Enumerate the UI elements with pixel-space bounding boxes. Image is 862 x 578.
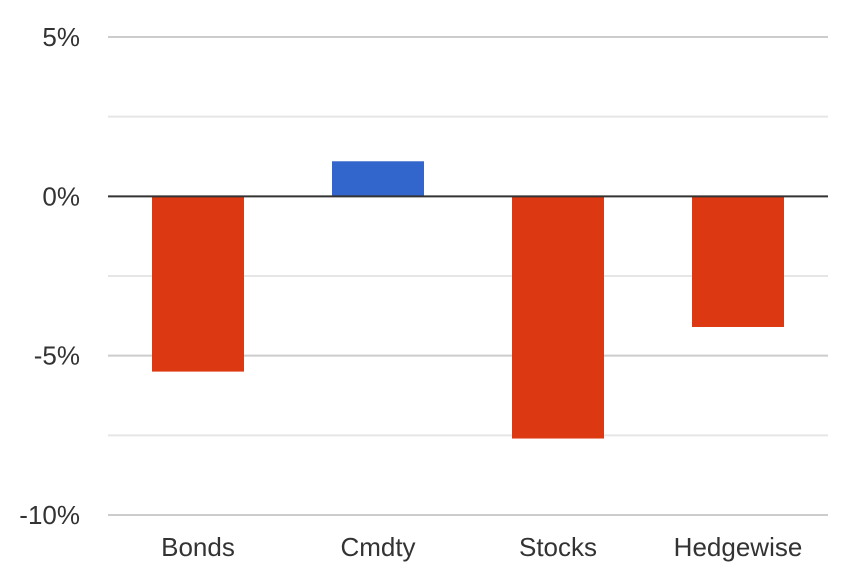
x-axis-category-labels: Bonds Cmdty Stocks Hedgewise: [161, 532, 802, 562]
y-tick-label: -5%: [34, 341, 80, 371]
y-axis-tick-labels: 5% 0% -5% -10%: [19, 22, 80, 530]
y-tick-label: 0%: [42, 181, 80, 211]
x-category-label: Stocks: [519, 532, 597, 562]
x-category-label: Bonds: [161, 532, 235, 562]
bars: [152, 161, 784, 439]
y-tick-label: -10%: [19, 500, 80, 530]
x-category-label: Hedgewise: [674, 532, 803, 562]
x-category-label: Cmdty: [340, 532, 415, 562]
bar-stocks: [512, 196, 604, 439]
bar-cmdty: [332, 161, 424, 197]
bar-hedgewise: [692, 196, 784, 327]
bar-bonds: [152, 196, 244, 372]
y-tick-label: 5%: [42, 22, 80, 52]
